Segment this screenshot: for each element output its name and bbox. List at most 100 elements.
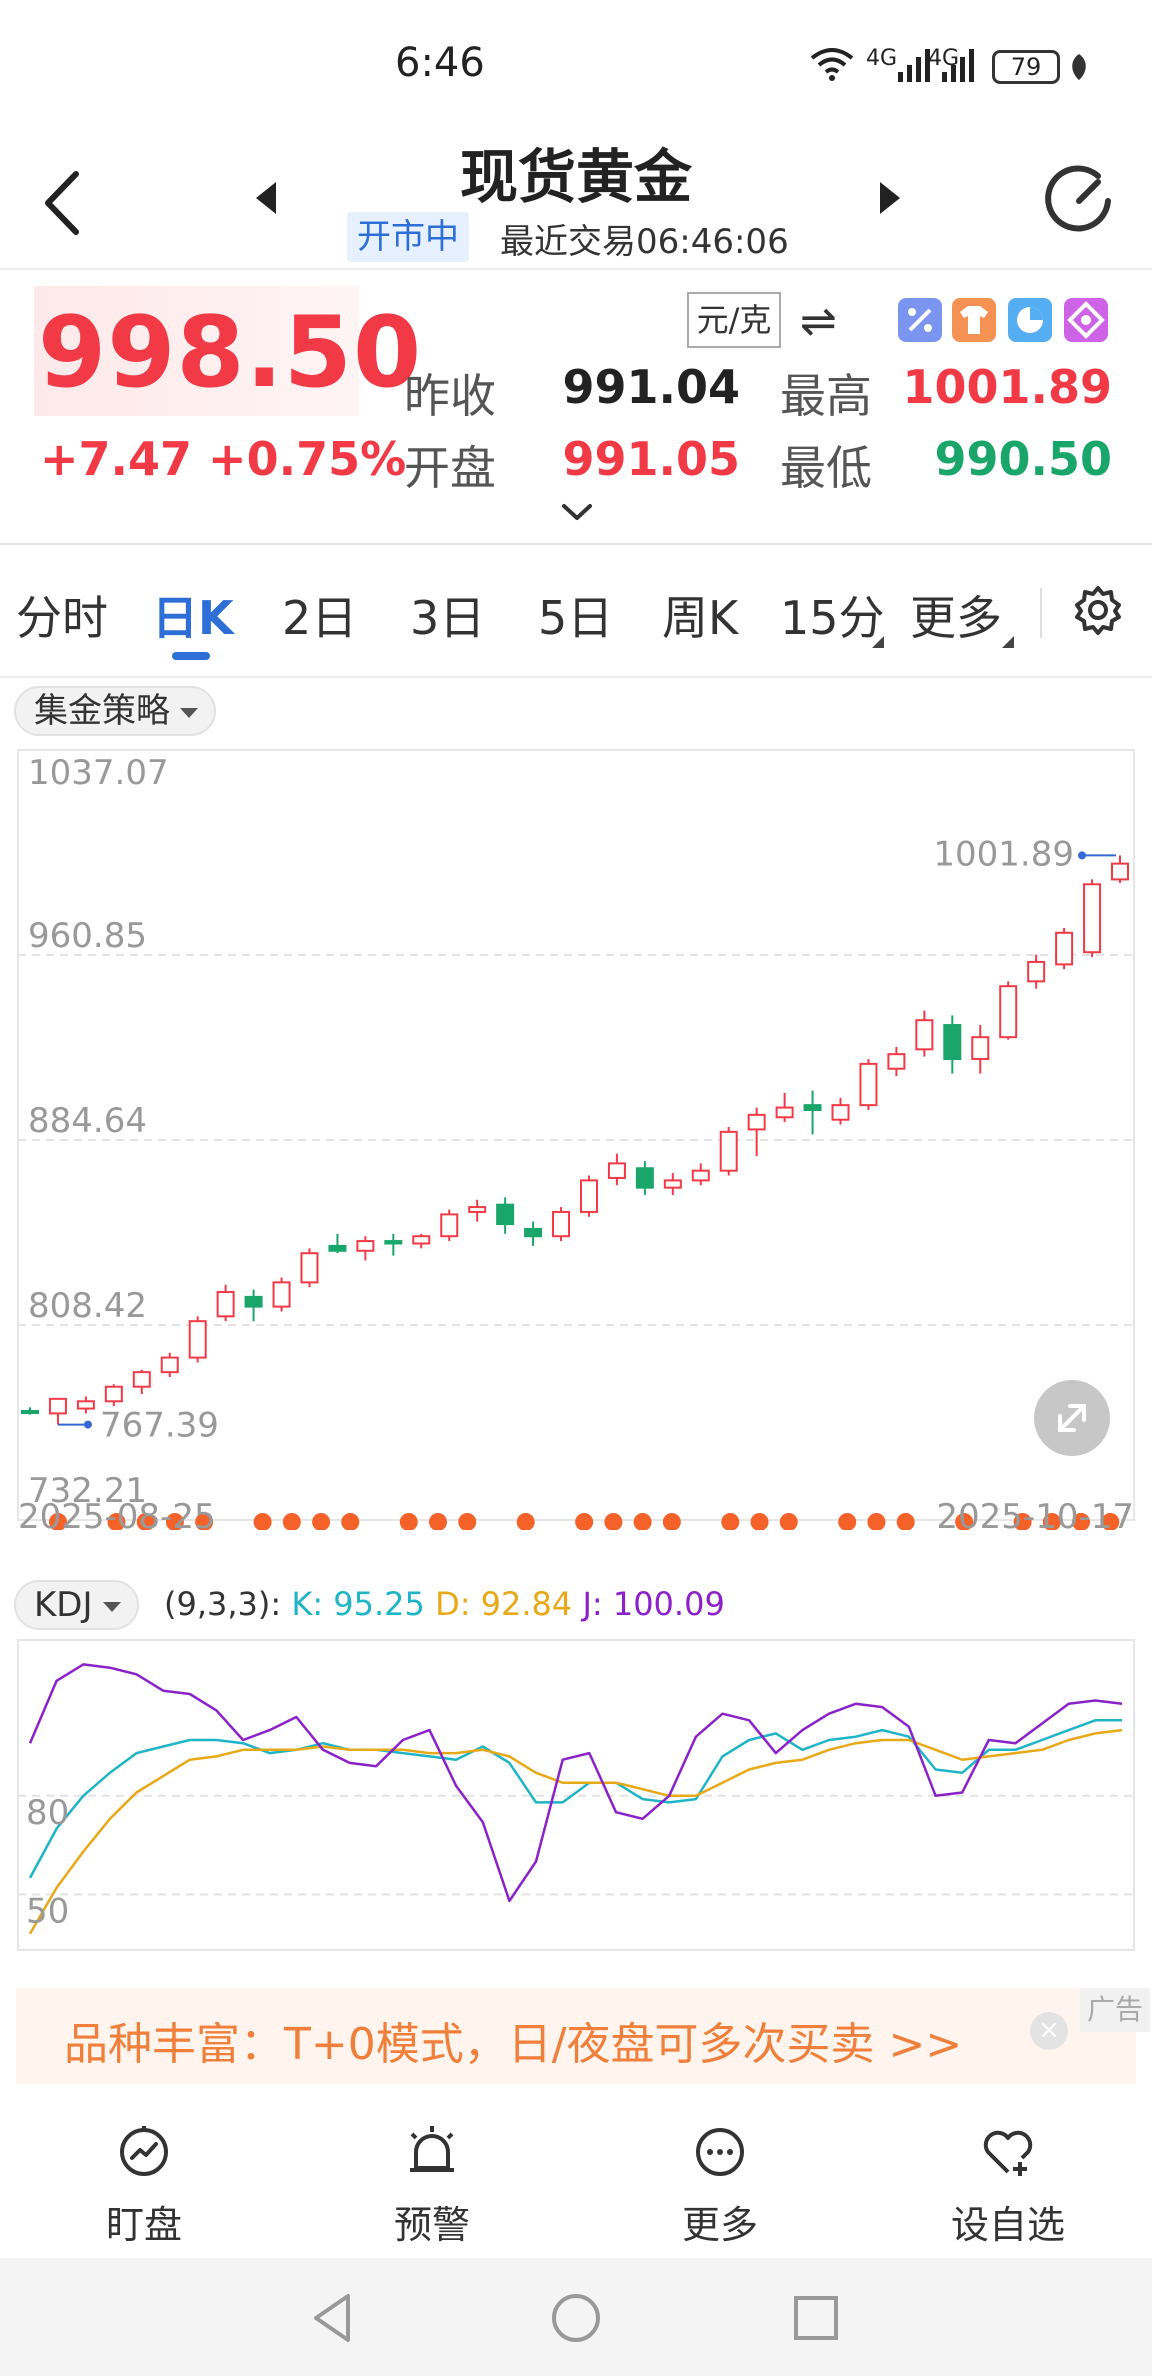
candle-body (775, 1106, 794, 1119)
high-value: 1001.89 (902, 360, 1112, 414)
kdj-chart[interactable]: 80 50 (0, 1630, 1152, 1960)
signal-dot (1101, 1513, 1120, 1530)
candle-body (48, 1397, 67, 1415)
tab-15-min[interactable]: 15分 (780, 591, 885, 645)
swap-unit-icon[interactable]: ⇌ (800, 296, 837, 347)
y-tick-label: 50 (26, 1891, 69, 1931)
candle (915, 1010, 934, 1057)
candle (747, 1107, 766, 1157)
candle-body (635, 1167, 654, 1189)
candle-body (104, 1385, 123, 1403)
close-icon[interactable]: × (1030, 2012, 1068, 2050)
y-tick-label: 732.21 (28, 1471, 147, 1511)
candle-body (859, 1062, 878, 1107)
candle (887, 1046, 906, 1077)
candle (468, 1199, 487, 1222)
candle-body (887, 1053, 906, 1070)
tab-5-day[interactable]: 5日 (538, 591, 614, 645)
x-end-date: 2025-10-17 (936, 1497, 1134, 1530)
candle (21, 1407, 39, 1415)
signal-dot (867, 1513, 886, 1530)
tab-3-day[interactable]: 3日 (410, 591, 486, 645)
candle (1027, 954, 1046, 989)
candle (300, 1248, 319, 1288)
unit-toggle-button[interactable]: 元/克 (687, 292, 781, 348)
candle-body (999, 985, 1018, 1039)
caret-down-icon (102, 1602, 121, 1612)
pie-chart-tool-icon[interactable] (1008, 298, 1052, 342)
refresh-icon[interactable] (1040, 162, 1118, 240)
kdj-line-d (28, 1728, 1123, 1935)
market-status-badge: 开市中 (347, 212, 469, 262)
signal-dot (1042, 1513, 1061, 1530)
price-change: +7.47 +0.75% (40, 432, 407, 486)
badge-tool-icon[interactable] (1064, 298, 1108, 342)
previous-instrument-icon[interactable] (252, 178, 280, 218)
indicator-dropdown-label: KDJ (34, 1585, 93, 1625)
high-label: 最高 (780, 369, 872, 423)
y-tick-label: 80 (26, 1793, 69, 1833)
candle (1111, 855, 1129, 884)
candle (384, 1233, 403, 1256)
strategy-dropdown[interactable]: 集金策略 (14, 686, 216, 736)
next-instrument-icon[interactable] (876, 178, 904, 218)
tab-weekly-k[interactable]: 周K (662, 591, 739, 645)
candle-body (21, 1409, 39, 1414)
tab-more[interactable]: 更多 (910, 591, 1002, 645)
tab-daily-k[interactable]: 日K (152, 591, 234, 645)
candlestick-chart[interactable]: 1037.07 960.85 884.64 808.42 732.21 1001.89 7… (0, 740, 1152, 1530)
candle-body (132, 1371, 151, 1388)
signal-dot (604, 1513, 623, 1530)
nav-recents-icon[interactable] (786, 2288, 846, 2348)
candle (104, 1384, 123, 1407)
nav-back-icon[interactable] (304, 2288, 364, 2348)
back-arrow-icon[interactable] (40, 168, 90, 238)
signal-dot (165, 1513, 184, 1530)
caret-down-icon (180, 708, 198, 718)
min-marker-dot (83, 1420, 92, 1429)
prev-close-label: 昨收 (404, 369, 496, 423)
add-watchlist-button[interactable]: 设自选 (908, 2100, 1108, 2260)
discount-tool-icon[interactable] (898, 298, 942, 342)
divider (1040, 588, 1042, 638)
min-price-label: 767.39 (100, 1406, 219, 1446)
more-button[interactable]: 更多 (620, 2100, 820, 2260)
shirt-tool-icon[interactable] (952, 298, 996, 342)
ad-text[interactable]: 品种丰富：T+0模式，日/夜盘可多次买卖 >> (64, 2019, 963, 2070)
gear-icon[interactable] (1072, 584, 1124, 636)
kdj-line-k (28, 1719, 1122, 1879)
nav-home-icon[interactable] (546, 2288, 606, 2348)
candle-body (384, 1240, 403, 1245)
candle (775, 1093, 794, 1123)
y-tick-label: 808.42 (28, 1286, 147, 1326)
tab-intraday[interactable]: 分时 (16, 591, 108, 645)
watch-button[interactable]: 盯盘 (44, 2100, 244, 2260)
low-value: 990.50 (934, 432, 1112, 486)
tab-2-day[interactable]: 2日 (282, 591, 358, 645)
fullscreen-button[interactable] (1034, 1380, 1110, 1456)
y-tick-label: 884.64 (28, 1101, 147, 1141)
candle-body (300, 1252, 319, 1284)
alert-button[interactable]: 预警 (332, 2100, 532, 2260)
signal-dot (341, 1513, 360, 1530)
divider (0, 676, 1152, 678)
ad-banner[interactable]: 品种丰富：T+0模式，日/夜盘可多次买卖 >> × 广告 (16, 1988, 1150, 2084)
signal-dot (750, 1513, 769, 1530)
candle-body (216, 1291, 235, 1318)
signal-dot (838, 1513, 857, 1530)
alarm-icon (410, 2126, 454, 2172)
candle (244, 1289, 263, 1322)
chevron-down-icon[interactable] (560, 502, 594, 522)
candle (76, 1396, 95, 1414)
candle (216, 1284, 235, 1322)
watch-label: 盯盘 (105, 2203, 182, 2247)
header: 现货黄金 开市中 最近交易06:46:06 (0, 120, 1152, 270)
candle-body (356, 1240, 375, 1252)
indicator-dropdown[interactable]: KDJ (14, 1580, 139, 1630)
signal-dot (428, 1513, 447, 1530)
open-label: 开盘 (404, 441, 496, 495)
candle-body (160, 1356, 179, 1374)
kdj-legend: (9,3,3): K: 95.25 D: 92.84 J: 100.09 (164, 1585, 725, 1623)
candle-body (747, 1113, 766, 1131)
